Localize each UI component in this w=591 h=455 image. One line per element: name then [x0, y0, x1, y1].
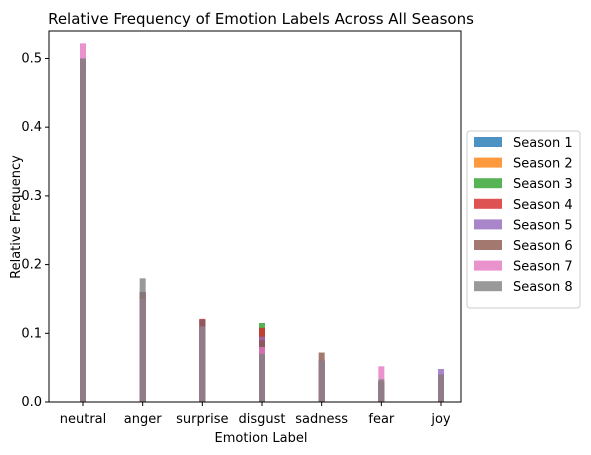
legend-label-season-1: Season 1 — [513, 136, 573, 151]
y-tick-label: 0.1 — [21, 326, 42, 341]
x-tick-label-sadness: sadness — [295, 412, 348, 427]
y-tick-label: 0.5 — [21, 51, 42, 66]
y-axis: 0.0 0.1 0.2 0.3 0.4 0.5 — [21, 51, 49, 410]
plot-area: 0.0 0.1 0.2 0.3 0.4 0.5 neutral anger surprise d… — [21, 30, 462, 427]
legend-label-season-3: Season 3 — [513, 177, 573, 192]
plot-frame — [48, 30, 462, 403]
legend-label-season-2: Season 2 — [513, 157, 573, 172]
legend: Season 1 Season 2 Season 3 Season 4 Season 5… — [466, 130, 581, 309]
legend-swatch-season-1 — [474, 137, 502, 147]
x-tick-label-neutral: neutral — [60, 412, 107, 427]
legend-label-season-6: Season 6 — [513, 239, 573, 254]
bar-season-8-surprise — [199, 326, 206, 402]
legend-swatch-season-6 — [474, 240, 502, 250]
legend-swatch-season-7 — [474, 260, 502, 271]
y-tick-label: 0.4 — [21, 120, 42, 135]
bar-season-8-joy — [438, 374, 444, 402]
bar-season-8-anger — [139, 278, 146, 402]
legend-swatch-season-2 — [474, 157, 502, 168]
y-tick-label: 0.0 — [21, 395, 42, 410]
x-tick-label-fear: fear — [368, 412, 395, 427]
x-axis-label: Emotion Label — [215, 431, 308, 446]
y-tick-label: 0.2 — [21, 258, 42, 273]
y-tick-label: 0.3 — [21, 189, 42, 204]
bars-group — [80, 43, 444, 403]
legend-label-season-4: Season 4 — [513, 198, 573, 213]
x-tick-label-joy: joy — [430, 412, 451, 427]
legend-swatch-season-8 — [474, 281, 502, 292]
x-axis: neutral anger surprise disgust sadness fear jo… — [60, 402, 451, 427]
bar-season-8-neutral — [80, 58, 86, 403]
chart-title: Relative Frequency of Emotion Labels Acr… — [48, 10, 474, 28]
bar-season-8-disgust — [259, 353, 265, 402]
bar-season-8-fear — [378, 379, 385, 402]
y-axis-label: Relative Frequency — [9, 155, 24, 279]
x-tick-label-disgust: disgust — [239, 412, 286, 427]
x-tick-label-surprise: surprise — [176, 412, 228, 427]
legend-label-season-7: Season 7 — [513, 260, 573, 275]
legend-label-season-8: Season 8 — [513, 280, 573, 295]
plot-background — [49, 31, 461, 402]
legend-swatch-season-5 — [474, 219, 502, 230]
x-tick-label-anger: anger — [124, 412, 162, 427]
legend-swatch-season-4 — [474, 198, 502, 209]
legend-swatch-season-3 — [474, 178, 502, 189]
bar-season-8-sadness — [318, 360, 325, 402]
legend-label-season-5: Season 5 — [513, 218, 573, 233]
